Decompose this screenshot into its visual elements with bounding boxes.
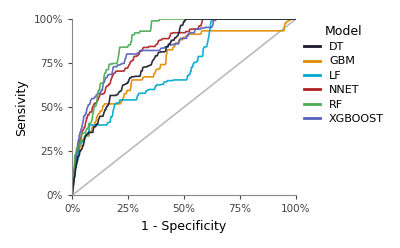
LF <box>211 18 216 21</box>
RF <box>233 18 238 21</box>
LF <box>142 92 147 95</box>
DT <box>96 117 101 120</box>
XGBOOST <box>70 194 74 197</box>
NNET <box>232 18 236 21</box>
GBM <box>70 194 74 197</box>
LF <box>96 124 101 126</box>
RF <box>232 18 236 21</box>
RF <box>142 30 147 33</box>
RF <box>211 18 216 21</box>
Line: RF: RF <box>72 19 296 195</box>
LF <box>210 18 215 21</box>
NNET <box>211 18 216 21</box>
RF <box>157 18 162 21</box>
NNET <box>200 18 205 21</box>
Legend: DT, GBM, LF, NNET, RF, XGBOOST: DT, GBM, LF, NNET, RF, XGBOOST <box>304 25 384 124</box>
XGBOOST <box>210 24 215 27</box>
DT <box>232 18 236 21</box>
XGBOOST <box>233 18 238 21</box>
GBM <box>96 112 101 115</box>
LF <box>233 18 238 21</box>
RF <box>159 18 164 21</box>
NNET <box>293 18 298 21</box>
XGBOOST <box>232 18 236 21</box>
GBM <box>231 29 236 32</box>
DT <box>70 194 74 197</box>
RF <box>70 194 74 197</box>
LF <box>293 18 298 21</box>
XGBOOST <box>142 49 147 52</box>
Y-axis label: Sensivity: Sensivity <box>15 79 28 136</box>
LF <box>70 194 74 197</box>
GBM <box>210 29 215 32</box>
NNET <box>233 18 238 21</box>
DT <box>293 18 298 21</box>
DT <box>184 18 188 21</box>
Line: GBM: GBM <box>72 19 296 195</box>
LF <box>232 18 236 21</box>
NNET <box>96 96 101 99</box>
RF <box>96 89 101 92</box>
Line: LF: LF <box>72 19 296 195</box>
Line: XGBOOST: XGBOOST <box>72 19 296 195</box>
GBM <box>293 18 298 21</box>
XGBOOST <box>96 92 101 95</box>
RF <box>293 18 298 21</box>
DT <box>142 65 147 68</box>
GBM <box>142 75 147 78</box>
NNET <box>158 39 163 42</box>
XGBOOST <box>214 18 218 21</box>
XGBOOST <box>293 18 298 21</box>
DT <box>158 50 163 53</box>
X-axis label: 1 - Specificity: 1 - Specificity <box>141 220 226 233</box>
GBM <box>158 63 163 66</box>
NNET <box>70 194 74 197</box>
Line: NNET: NNET <box>72 19 296 195</box>
Line: DT: DT <box>72 19 296 195</box>
XGBOOST <box>158 47 163 50</box>
DT <box>211 18 216 21</box>
DT <box>233 18 238 21</box>
NNET <box>142 46 147 49</box>
GBM <box>232 29 237 32</box>
GBM <box>288 18 293 21</box>
LF <box>158 83 163 86</box>
